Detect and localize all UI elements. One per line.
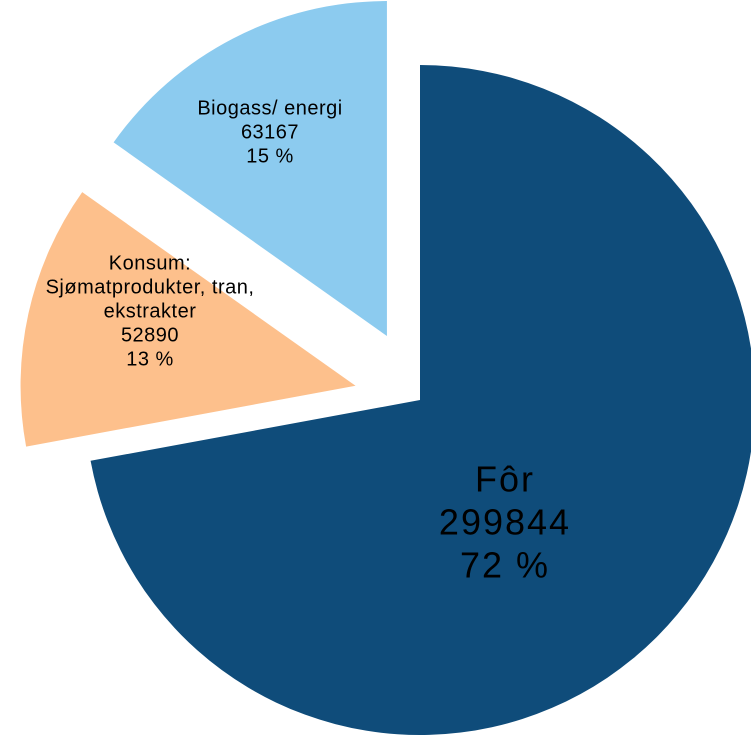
slice-label: 72 % xyxy=(460,545,550,586)
pie-slice xyxy=(113,1,387,337)
slice-label: 299844 xyxy=(439,502,571,543)
slice-label: 63167 xyxy=(241,121,299,143)
slice-label: 13 % xyxy=(126,348,174,370)
slice-label: Konsum: xyxy=(109,252,191,274)
slice-label: Biogass/ energi xyxy=(197,97,342,119)
pie-slice xyxy=(20,192,356,447)
slice-label: Fôr xyxy=(475,458,535,499)
slice-label: 52890 xyxy=(121,324,179,346)
slice-label: ekstrakter xyxy=(104,300,197,322)
pie-slice xyxy=(90,65,751,735)
slice-label: Sjømatprodukter, tran, xyxy=(46,276,255,298)
slice-label: 15 % xyxy=(246,145,294,167)
